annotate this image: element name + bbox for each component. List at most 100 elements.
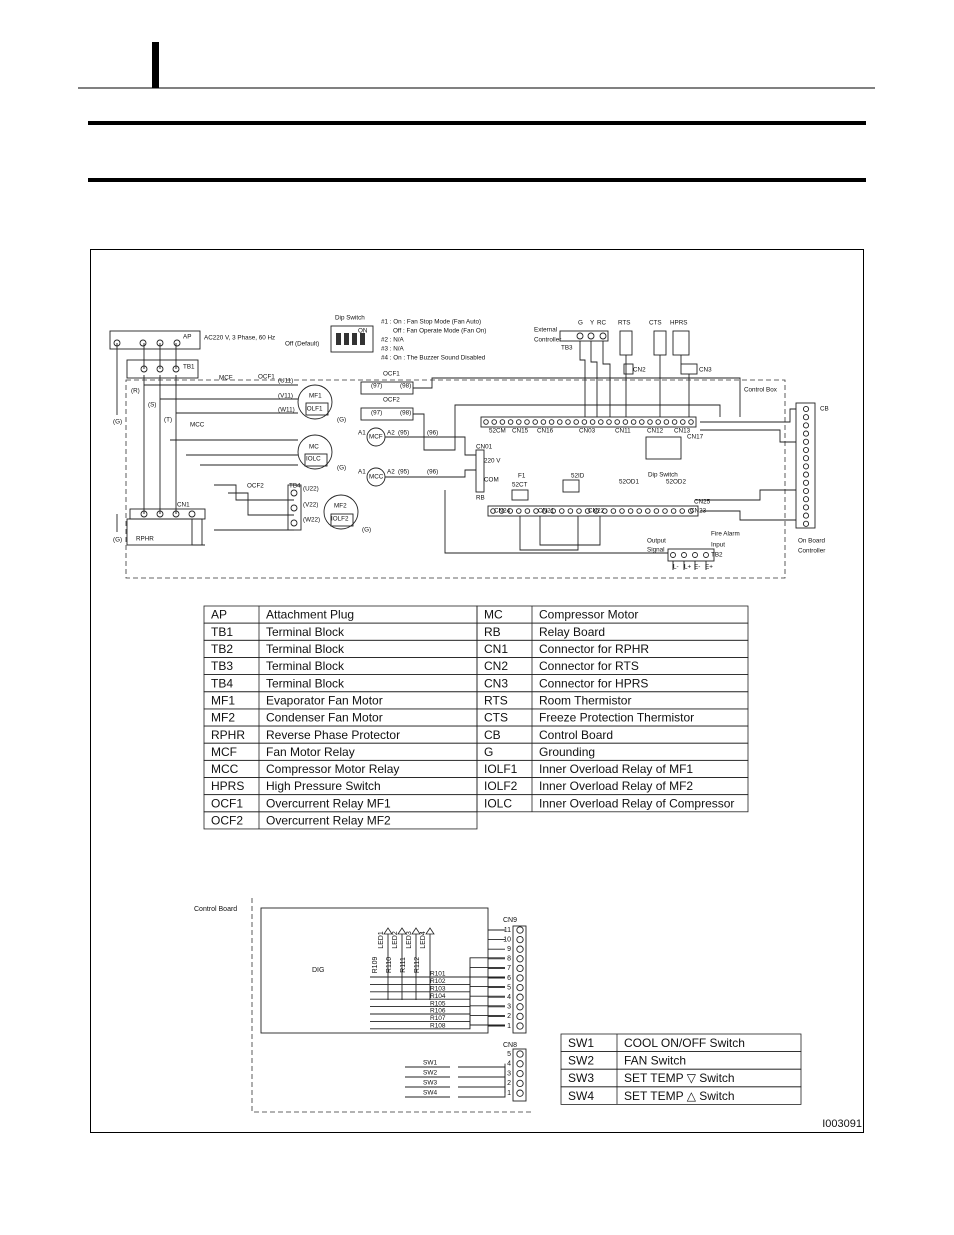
diagram-label: MCC <box>190 422 205 429</box>
diagram-label: (G) <box>362 527 371 534</box>
connector-cn8 <box>512 1048 527 1102</box>
legend-cell: Room Thermistor <box>539 693 631 707</box>
dip-lever <box>352 333 357 345</box>
diagram-label: CN12 <box>647 428 664 435</box>
diagram-label: MCF <box>369 434 383 441</box>
terminal <box>490 508 496 514</box>
pin-label: 5 <box>507 1051 511 1058</box>
current-transformer <box>511 489 529 501</box>
diagram-label: E+ <box>705 564 713 571</box>
diagram-label: F1 <box>518 473 526 480</box>
terminal <box>802 463 810 470</box>
terminal <box>630 419 637 425</box>
diagram-label: CN25 <box>694 499 711 506</box>
pin <box>516 1050 524 1058</box>
pin-label: 5 <box>507 984 511 991</box>
legend-cell: MCF <box>211 745 237 759</box>
diagram-label: OCF2 <box>247 483 264 490</box>
resistor-label: R106 <box>430 1008 446 1015</box>
diagram-label: (U11) <box>278 378 293 385</box>
diagram-label: (T) <box>164 417 172 424</box>
legend-cell: Inner Overload Relay of MF1 <box>539 762 693 776</box>
legend-cell: RB <box>484 625 501 639</box>
diagram-label: RC <box>597 320 607 327</box>
diagram-label: (R) <box>131 388 140 395</box>
wire <box>579 341 586 417</box>
dip-switch <box>645 436 682 460</box>
legend-cell: OCF1 <box>211 796 243 810</box>
terminal <box>290 489 298 497</box>
switch-label: SW2 <box>423 1070 437 1077</box>
wire <box>700 510 796 521</box>
diagram-label: CN24 <box>494 508 511 515</box>
wire <box>539 516 601 546</box>
control-box-outline <box>125 379 786 579</box>
diagram-label: CN1 <box>177 502 190 509</box>
wire <box>413 404 721 451</box>
connector-label: CN8 <box>503 1042 517 1049</box>
diagram-label: (96) <box>427 430 438 437</box>
pin-label: 9 <box>507 946 511 953</box>
diagram-label: A2 <box>387 430 395 437</box>
pin <box>516 935 524 944</box>
legend-row <box>203 811 478 830</box>
pin-label: 11 <box>504 927 511 934</box>
diagram-label: (97) <box>371 410 382 417</box>
pin <box>516 926 524 934</box>
legend-cell: Control Board <box>539 728 613 742</box>
connector <box>680 363 698 375</box>
switch-table-cell: SET TEMP △ Switch <box>624 1089 735 1103</box>
diagram-label: CN03 <box>579 428 596 435</box>
resistor-label: R104 <box>430 993 446 1000</box>
terminal <box>639 419 645 425</box>
diagram-label: CN21 <box>538 508 555 515</box>
switch-table-row <box>560 1086 802 1105</box>
led <box>397 927 407 935</box>
connector-label: CN9 <box>503 917 517 924</box>
diagram-label: CN11 <box>615 428 631 435</box>
diagram-label: L+ <box>684 564 692 571</box>
pin-label: 1 <box>507 1090 511 1097</box>
diagram-label: TB4 <box>289 483 301 490</box>
terminal <box>507 508 513 514</box>
terminal <box>173 339 181 347</box>
legend-cell: TB3 <box>211 659 233 673</box>
legend-cell: IOLF1 <box>484 762 518 776</box>
terminal <box>589 419 596 425</box>
terminal <box>557 419 563 425</box>
legend-row <box>476 742 749 761</box>
legend-cell: Compressor Motor <box>539 608 638 622</box>
diagram-label: IOLF2 <box>331 516 349 523</box>
terminal <box>584 508 591 514</box>
terminal <box>670 508 677 514</box>
terminal <box>619 508 625 514</box>
terminal <box>581 419 588 425</box>
legend-cell: MC <box>484 608 503 622</box>
dip-lever <box>360 333 365 345</box>
pin <box>516 1089 524 1097</box>
legend-cell: Overcurrent Relay MF1 <box>266 796 391 810</box>
switch-table-cell: SW1 <box>568 1036 594 1050</box>
pin <box>516 1022 524 1030</box>
legend-cell: Terminal Block <box>266 625 345 639</box>
chip-label: DIG <box>312 967 324 974</box>
legend-cell: Inner Overload Relay of MF2 <box>539 779 693 793</box>
pin-label: 3 <box>507 1070 511 1077</box>
terminal <box>491 419 497 425</box>
resistor-label: R101 <box>430 971 446 978</box>
wire <box>385 469 476 478</box>
terminal <box>507 419 514 425</box>
resistor-label: R109 <box>372 957 379 974</box>
overload <box>330 513 354 527</box>
legend-cell: Connector for RPHR <box>539 642 649 656</box>
led-label: LED2 <box>392 931 399 949</box>
diagram-label: (98) <box>400 410 411 417</box>
terminal <box>567 508 574 514</box>
pin <box>516 974 524 982</box>
terminal <box>663 419 670 425</box>
terminal <box>576 508 582 514</box>
diagram-label: CN3 <box>699 367 712 374</box>
board-title: Control Board <box>194 906 237 913</box>
diagram-label: RB <box>476 495 485 502</box>
diagram-label: A2 <box>387 469 395 476</box>
